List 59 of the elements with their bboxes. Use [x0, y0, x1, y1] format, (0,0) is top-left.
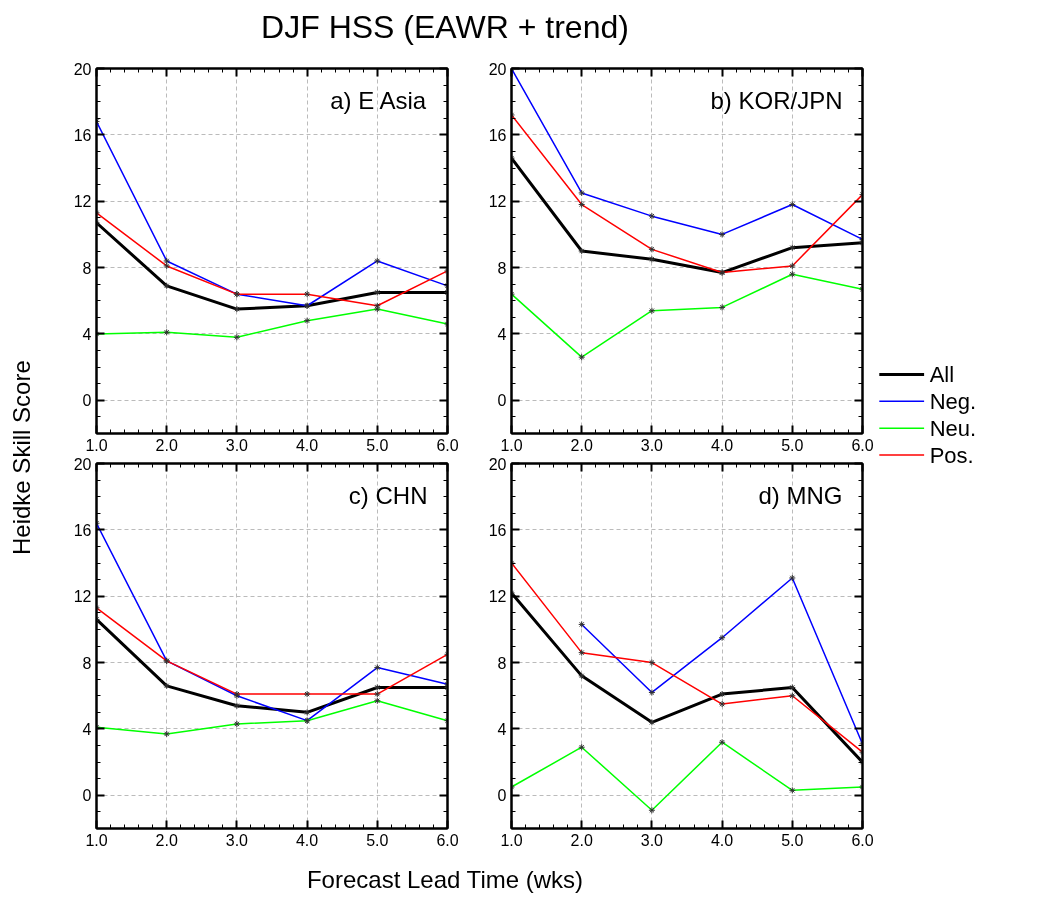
x-tick-label: 3.0 [225, 831, 249, 849]
y-tick-label: 0 [82, 392, 92, 410]
y-tick-label: 0 [497, 787, 507, 805]
x-tick-label: 5.0 [366, 436, 389, 454]
x-tick-label: 4.0 [295, 831, 319, 849]
y-tick-label: 20 [488, 60, 507, 78]
x-axis-title: Forecast Lead Time (wks) [306, 865, 584, 895]
x-tick-label: 3.0 [640, 831, 664, 849]
y-tick-label: 16 [488, 126, 507, 144]
y-tick-label: 16 [73, 521, 92, 539]
y-tick-label: 4 [82, 325, 92, 343]
text: c) CHN [348, 481, 428, 509]
text: b) KOR/JPN [710, 86, 843, 114]
x-tick-label: 2.0 [155, 436, 178, 454]
x-tick-label: 2.0 [570, 436, 593, 454]
x-tick-label: 4.0 [710, 831, 734, 849]
x-tick-label: 6.0 [436, 436, 459, 454]
text: a) E Asia [330, 86, 427, 114]
y-tick-label: 0 [497, 392, 507, 410]
y-tick-label: 8 [82, 654, 92, 672]
x-tick-label: 1.0 [500, 831, 523, 849]
y-axis-title: Heidke Skill Score [7, 360, 36, 556]
y-tick-label: 8 [497, 654, 507, 672]
y-tick-label: 12 [73, 588, 92, 606]
x-tick-label: 3.0 [225, 436, 249, 454]
legend-label: Pos. [929, 442, 974, 468]
y-tick-label: 16 [488, 521, 507, 539]
y-tick-label: 4 [82, 720, 92, 738]
x-tick-label: 2.0 [155, 831, 178, 849]
x-tick-label: 6.0 [851, 436, 874, 454]
text: d) MNG [758, 481, 843, 509]
y-tick-label: 4 [497, 325, 507, 343]
y-tick-label: 20 [73, 455, 92, 473]
x-tick-label: 5.0 [781, 436, 804, 454]
x-tick-label: 1.0 [85, 436, 108, 454]
y-tick-label: 8 [497, 259, 507, 277]
y-tick-label: 0 [82, 787, 92, 805]
x-tick-label: 6.0 [436, 831, 459, 849]
x-tick-label: 4.0 [710, 436, 734, 454]
x-tick-label: 5.0 [366, 831, 389, 849]
x-tick-label: 4.0 [295, 436, 319, 454]
legend-label: Neg. [929, 388, 977, 414]
y-tick-label: 8 [82, 259, 92, 277]
x-tick-label: 3.0 [640, 436, 664, 454]
y-tick-label: 20 [488, 455, 507, 473]
y-tick-label: 12 [488, 588, 507, 606]
y-tick-label: 4 [497, 720, 507, 738]
x-tick-label: 1.0 [500, 436, 523, 454]
chart-title: DJF HSS (EAWR + trend) [261, 8, 629, 47]
y-tick-label: 12 [73, 193, 92, 211]
y-tick-label: 16 [73, 126, 92, 144]
y-tick-label: 20 [73, 60, 92, 78]
legend-label: Neu. [929, 415, 977, 441]
y-tick-label: 12 [488, 193, 507, 211]
x-tick-label: 5.0 [781, 831, 804, 849]
x-tick-label: 2.0 [570, 831, 593, 849]
legend-label: All [929, 362, 955, 387]
x-tick-label: 1.0 [85, 831, 108, 849]
x-tick-label: 6.0 [851, 831, 874, 849]
